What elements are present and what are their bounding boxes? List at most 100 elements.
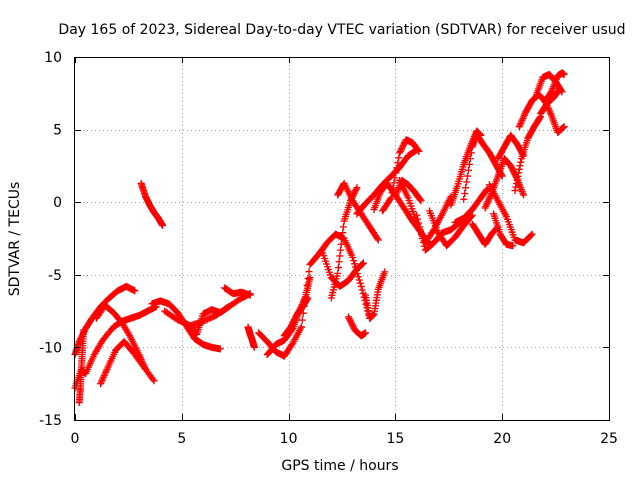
data-point [354,273,362,281]
series-track-ag [485,181,536,247]
data-point [337,246,345,254]
data-point [192,329,200,337]
data-point [141,365,149,373]
data-point [361,329,369,337]
data-point [515,165,523,173]
data-point [141,364,149,372]
data-point [527,231,535,239]
data-point [135,351,143,359]
data-point [373,235,381,242]
data-point [517,119,525,127]
data-point [391,174,399,182]
y-tick-label: 5 [53,123,62,139]
data-point [520,113,528,121]
series-track-l [255,323,305,360]
data-point [467,149,475,157]
series-track-e [92,301,149,373]
data-point [97,380,105,388]
series-track-o [297,230,374,331]
data-point [356,279,364,287]
data-point [339,229,347,237]
data-point [516,121,524,129]
series-track-q [327,184,361,302]
data-point [140,362,148,370]
data-point [416,196,424,204]
data-point [350,257,358,265]
data-point [466,155,474,163]
series-track-an [537,85,564,118]
data-point [464,172,472,180]
data-point [517,118,525,126]
series-track-c [75,326,88,407]
data-point [485,196,493,204]
data-point [351,260,359,268]
x-tick-label: 25 [600,431,618,447]
data-point [297,323,305,331]
data-point [159,221,167,229]
data-point [462,184,470,192]
data-point [150,377,158,385]
data-point [415,219,423,227]
data-point [515,123,523,131]
data-point [516,162,524,170]
y-tick-label: 0 [53,195,62,211]
data-point [392,169,400,177]
data-point [357,282,365,290]
data-point [137,356,145,363]
series-track-al [532,70,566,99]
data-point [560,123,568,131]
y-tick-label: -10 [39,340,62,356]
data-point [414,146,422,154]
data-point [305,268,313,276]
series-track-j [221,284,254,299]
data-point [560,70,568,78]
data-point [97,378,105,386]
y-tick-label: -5 [48,268,62,284]
data-point [250,343,258,351]
data-point [358,286,366,294]
data-point [413,211,421,219]
plot-frame [74,57,610,421]
data-point [374,236,382,244]
data-point [387,194,395,202]
data-point [139,359,147,367]
data-point [486,193,494,201]
data-point [390,179,398,187]
data-point [389,184,397,192]
y-axis-label: SDTVAR / TECUs [7,182,23,297]
data-point [102,368,110,376]
data-point [126,332,134,340]
data-point [547,109,555,117]
data-point [417,227,425,235]
data-point [302,288,310,296]
data-point [481,204,489,212]
x-axis-label: GPS time / hours [281,458,398,474]
series-track-f [137,179,167,229]
data-point [353,184,361,192]
data-point [511,187,519,195]
x-tick-label: 5 [177,431,186,447]
data-point [304,275,312,283]
data-point [417,197,425,205]
series-track-ac [451,185,491,227]
data-point [386,195,394,203]
data-point [418,231,426,239]
data-point [338,235,346,242]
data-points [71,69,568,407]
grid [75,57,609,420]
data-point [102,367,110,375]
data-point [349,253,357,261]
data-point [138,357,146,365]
data-point [514,172,522,180]
data-point [99,373,107,381]
data-point [464,166,472,174]
data-point [99,375,107,383]
data-point [414,215,422,223]
data-point [359,259,367,267]
data-point [80,326,88,334]
data-point [394,159,402,167]
data-point [465,160,473,168]
data-point [303,281,311,289]
series-track-aj [511,113,545,195]
data-point [536,114,544,122]
